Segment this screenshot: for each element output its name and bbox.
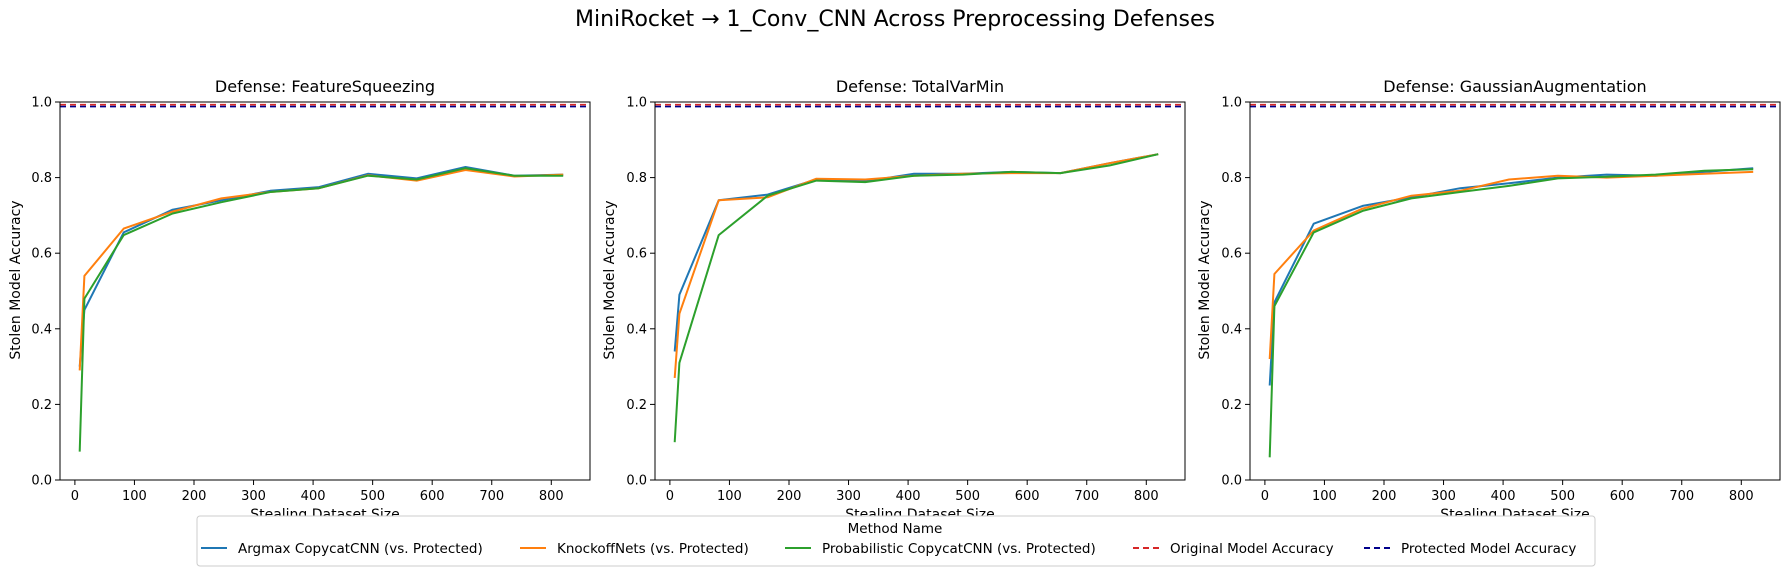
legend-label: KnockoffNets (vs. Protected): [557, 541, 749, 557]
panel-totalvarmin: Defense: TotalVarMin Stealing Dataset Si…: [602, 77, 1186, 523]
series-line-probabilistic-copycatcnn-vs-protected: [673, 153, 1159, 443]
series-line-probabilistic-copycatcnn-vs-protected: [78, 167, 564, 452]
series-line-argmax-copycatcnn-vs-protected: [78, 166, 564, 367]
x-tick-label: 400: [896, 489, 921, 504]
x-tick-label: 800: [1134, 489, 1159, 504]
x-tick-label: 200: [777, 489, 802, 504]
y-axis-label: Stolen Model Accuracy: [602, 200, 618, 359]
legend-label: Protected Model Accuracy: [1401, 541, 1576, 557]
axes-frame: [1249, 101, 1781, 481]
panel-featuresqueezing: Defense: FeatureSqueezing Stealing Datas…: [8, 77, 591, 523]
legend-item-knockoffnets-vs-protected: KnockoffNets (vs. Protected): [520, 541, 749, 557]
y-tick-label: 0.0: [1221, 474, 1242, 489]
y-axis-label: Stolen Model Accuracy: [1197, 200, 1213, 359]
x-tick-label: 100: [717, 489, 742, 504]
panel-title: Defense: GaussianAugmentation: [1383, 77, 1646, 96]
x-tick-label: 300: [1431, 489, 1456, 504]
y-tick-label: 0.0: [31, 474, 52, 489]
x-tick-label: 100: [1312, 489, 1337, 504]
x-tick-label: 700: [1074, 489, 1099, 504]
panel-title: Defense: TotalVarMin: [836, 77, 1004, 96]
x-tick-label: 200: [1372, 489, 1397, 504]
y-tick-label: 0.2: [626, 398, 647, 413]
y-tick-label: 0.6: [1221, 247, 1242, 262]
x-tick-label: 0: [1261, 489, 1269, 504]
y-tick-label: 0.4: [1221, 322, 1242, 337]
x-tick-label: 800: [1729, 489, 1754, 504]
legend-label: Probabilistic CopycatCNN (vs. Protected): [822, 541, 1096, 557]
y-tick-label: 1.0: [626, 96, 647, 111]
x-tick-label: 300: [836, 489, 861, 504]
legend-title: Method Name: [848, 521, 943, 537]
legend-item-protected-model-accuracy: Protected Model Accuracy: [1364, 541, 1576, 557]
figure-title: MiniRocket → 1_Conv_CNN Across Preproces…: [575, 7, 1215, 32]
y-tick-label: 0.2: [31, 398, 52, 413]
x-tick-label: 0: [666, 489, 674, 504]
series-line-argmax-copycatcnn-vs-protected: [1268, 167, 1754, 386]
x-tick-label: 600: [1610, 489, 1635, 504]
legend-item-original-model-accuracy: Original Model Accuracy: [1133, 541, 1334, 557]
x-tick-label: 100: [122, 489, 147, 504]
y-tick-label: 0.4: [31, 322, 52, 337]
x-tick-label: 0: [71, 489, 79, 504]
y-tick-label: 1.0: [1221, 96, 1242, 111]
y-tick-label: 0.8: [626, 171, 647, 186]
legend: Method Name Argmax CopycatCNN (vs. Prote…: [196, 515, 1596, 567]
legend-item-argmax-copycatcnn-vs-protected: Argmax CopycatCNN (vs. Protected): [201, 541, 483, 557]
x-tick-label: 700: [479, 489, 504, 504]
y-tick-label: 1.0: [31, 96, 52, 111]
panel-gaussianaugmentation: Defense: GaussianAugmentation Stealing D…: [1197, 77, 1781, 523]
x-tick-label: 200: [182, 489, 207, 504]
x-tick-label: 800: [539, 489, 564, 504]
axes-frame: [654, 101, 1186, 481]
x-tick-label: 400: [1491, 489, 1516, 504]
plot-area: 0 100 200 300 400 500 600 700 800 0.0 0.2 0.4 0.6 0.8…: [1221, 96, 1781, 504]
y-tick-label: 0.2: [1221, 398, 1242, 413]
series-line-knockoffnets-vs-protected: [1268, 170, 1754, 360]
y-axis-label: Stolen Model Accuracy: [8, 200, 24, 359]
series-line-probabilistic-copycatcnn-vs-protected: [1268, 168, 1754, 458]
legend-label: Original Model Accuracy: [1170, 541, 1334, 557]
x-tick-label: 300: [241, 489, 266, 504]
x-tick-label: 500: [955, 489, 980, 504]
plot-area: 0 100 200 300 400 500 600 700 800 0.0 0.2 0.4 0.6 0.8…: [31, 96, 591, 504]
x-tick-label: 600: [1015, 489, 1040, 504]
legend-label: Argmax CopycatCNN (vs. Protected): [238, 541, 483, 557]
legend-item-probabilistic-copycatcnn-vs-protected: Probabilistic CopycatCNN (vs. Protected): [785, 541, 1096, 557]
legend-frame: [196, 515, 1596, 567]
x-tick-label: 400: [301, 489, 326, 504]
y-tick-label: 0.8: [31, 171, 52, 186]
x-tick-label: 500: [360, 489, 385, 504]
legend-items: Argmax CopycatCNN (vs. Protected) Knockof…: [201, 541, 1576, 557]
x-tick-label: 700: [1669, 489, 1694, 504]
y-tick-label: 0.0: [626, 474, 647, 489]
y-tick-label: 0.6: [31, 247, 52, 262]
x-tick-label: 500: [1550, 489, 1575, 504]
series-line-knockoffnets-vs-protected: [673, 153, 1159, 378]
x-tick-label: 600: [420, 489, 445, 504]
y-tick-label: 0.6: [626, 247, 647, 262]
plot-area: 0 100 200 300 400 500 600 700 800 0.0 0.2 0.4 0.6 0.8…: [626, 96, 1186, 504]
y-tick-label: 0.8: [1221, 171, 1242, 186]
series-line-knockoffnets-vs-protected: [78, 169, 564, 371]
panel-title: Defense: FeatureSqueezing: [215, 77, 435, 96]
y-tick-label: 0.4: [626, 322, 647, 337]
axes-frame: [59, 101, 591, 481]
series-line-argmax-copycatcnn-vs-protected: [673, 153, 1159, 352]
